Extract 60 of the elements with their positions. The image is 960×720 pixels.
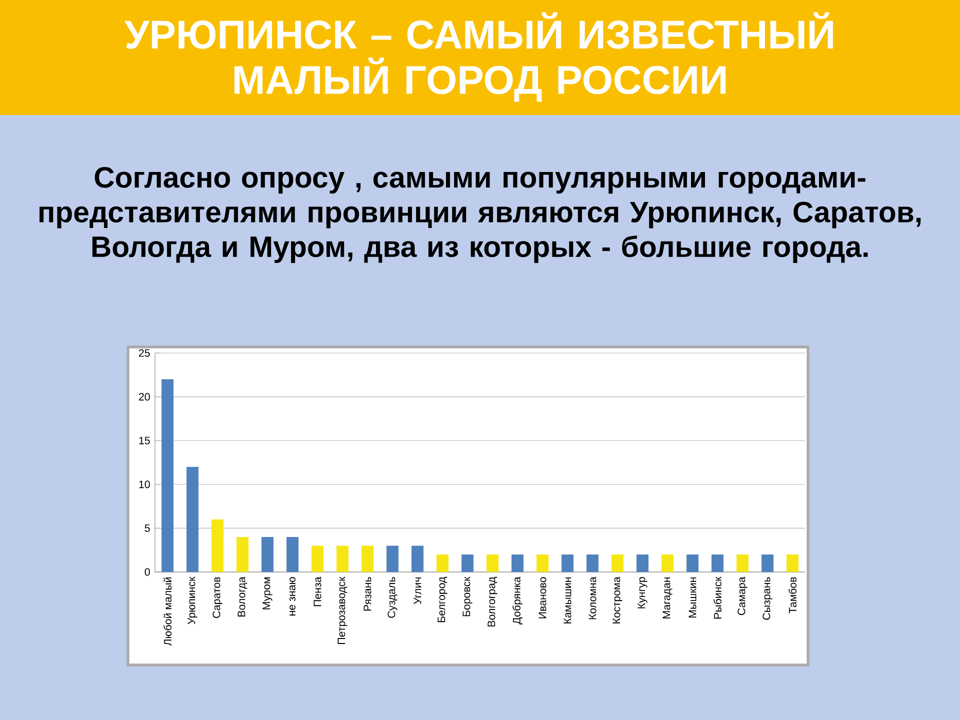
x-tick-label: Боровск	[462, 576, 472, 616]
bar	[236, 536, 249, 572]
y-tick-label: 20	[138, 393, 150, 401]
bar	[686, 554, 698, 572]
x-tick-label: Коломна	[588, 576, 596, 620]
bar	[462, 554, 474, 572]
x-tick-label: Сызрань	[762, 577, 772, 620]
bar	[636, 554, 649, 572]
x-tick-label: Пенза	[314, 576, 322, 606]
x-tick-label: Любой малый	[163, 577, 172, 646]
x-tick-label: Тамбов	[788, 577, 796, 614]
x-tick-label: Кострома	[612, 576, 622, 624]
bar	[736, 554, 749, 572]
bar	[436, 554, 449, 572]
x-tick-label: Рязань	[364, 577, 372, 611]
x-tick-label: Добрянка	[512, 576, 523, 624]
bar	[486, 554, 499, 572]
y-tick-label: 15	[139, 436, 150, 444]
x-tick-label: Углич	[414, 577, 422, 604]
bar	[412, 546, 424, 572]
chart-subtitle: Согласно опросу , самыми популярными городами-представителями провинции являются Урюпинск, Саратов, Вологда и Муром, два из которых - большие города.	[40, 167, 921, 263]
x-tick-label: Кунгур	[638, 577, 648, 608]
x-tick-label: Муром	[262, 577, 272, 610]
x-tick-label: Урюпинск	[188, 576, 198, 624]
y-tick-label: 5	[144, 524, 150, 532]
bar	[312, 546, 324, 572]
x-tick-label: Иваново	[538, 577, 546, 618]
bar	[386, 546, 399, 572]
x-tick-label: Саратов	[212, 577, 222, 618]
x-tick-label: не знаю	[290, 577, 296, 616]
x-tick-label: Магадан	[662, 577, 672, 618]
bar	[512, 554, 524, 572]
bar	[612, 554, 624, 572]
x-tick-label: Рыбинск	[714, 576, 722, 619]
x-tick-label: Камышин	[564, 577, 572, 624]
bar	[662, 554, 674, 572]
x-tick-label: Мышкин	[688, 577, 696, 618]
bar	[712, 554, 724, 572]
y-tick-label: 10	[139, 480, 150, 488]
bar	[562, 554, 574, 572]
bar	[286, 536, 299, 572]
bar	[162, 379, 174, 572]
chart-title: УРЮПИНСК – САМЫЙ ИЗВЕСТНЫЙ МАЛЫЙ ГОРОД РОССИИ	[124, 12, 833, 102]
bar	[762, 554, 774, 572]
y-tick-label: 0	[144, 568, 150, 576]
bar	[786, 554, 799, 572]
bar	[536, 554, 549, 572]
x-tick-label: Самара	[738, 576, 748, 616]
x-tick-label: Вологда	[238, 576, 248, 616]
bar	[586, 554, 599, 572]
bar	[362, 546, 374, 572]
bar	[336, 546, 349, 572]
x-tick-label: Суздаль	[388, 577, 398, 618]
x-tick-label: Петрозаводск	[338, 576, 348, 644]
bar	[212, 519, 224, 572]
bar	[262, 536, 274, 572]
x-tick-label: Волгоград	[488, 576, 498, 626]
bar	[186, 466, 199, 572]
x-tick-label: Белгород	[438, 576, 448, 622]
y-tick-label: 25	[138, 349, 150, 357]
